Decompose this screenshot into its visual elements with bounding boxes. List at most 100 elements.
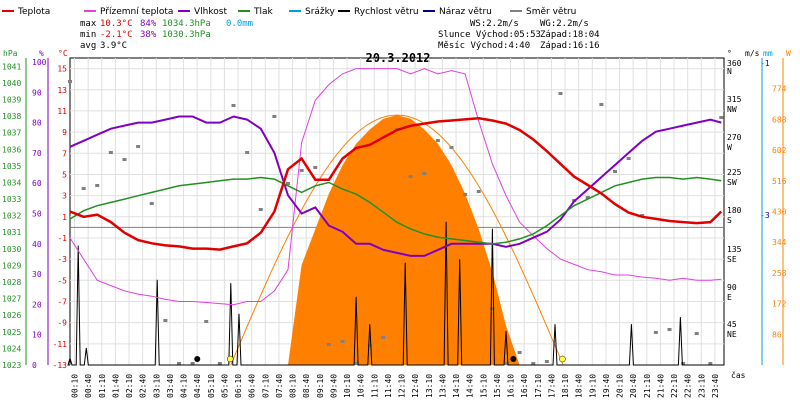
press-tick-label: 1026 (2, 311, 21, 320)
hum-tick-label: 20 (32, 300, 42, 309)
x-tick-label: 04:10 (180, 374, 189, 398)
stat-min-press: 1030.3hPa (162, 30, 211, 40)
temp-tick-label: -5 (57, 276, 67, 285)
x-tick-label: 08:10 (289, 374, 298, 398)
legend-label-srazky: Srážky (305, 7, 336, 17)
x-tick-label: 22:40 (684, 374, 693, 398)
temp-tick-label: 13 (57, 86, 67, 95)
dir-tick-label: N (727, 67, 732, 76)
x-tick-label: 13:10 (425, 374, 434, 398)
dir-tick-label: 180 (727, 206, 742, 215)
x-tick-label: 18:10 (561, 374, 570, 398)
x-tick-label: 06:40 (248, 374, 257, 398)
stat-max-hum: 84% (140, 19, 157, 29)
x-tick-label: 14:10 (452, 374, 461, 398)
press-tick-label: 1034 (2, 178, 21, 187)
x-tick-label: 07:10 (261, 374, 270, 398)
wind-direction-point (719, 116, 723, 119)
x-tick-label: 12:10 (398, 374, 407, 398)
dir-tick-label: 135 (727, 245, 742, 254)
moonrise-marker (194, 356, 200, 362)
dir-tick-label: 90 (727, 283, 737, 292)
wind-direction-point (245, 151, 249, 154)
temp-tick-label: -13 (53, 361, 68, 370)
x-tick-label: 10:10 (343, 374, 352, 398)
stat-avg-label: avg (80, 41, 96, 51)
stat-slunce: Slunce Východ:05:53 (438, 30, 541, 40)
temp-tick-label: -7 (57, 297, 67, 306)
x-tick-label: 20:10 (616, 374, 625, 398)
axis-unit-ms: m/s (745, 49, 760, 58)
hum-tick-label: 30 (32, 270, 42, 279)
x-tick-label: 05:10 (207, 374, 216, 398)
stat-max-press: 1034.3hPa (162, 19, 211, 29)
legend-label-smer: Směr větru (526, 7, 576, 17)
wind-direction-point (409, 175, 413, 178)
hum-tick-label: 80 (32, 119, 42, 128)
x-tick-label: 11:10 (370, 374, 379, 398)
wind-direction-point (109, 151, 113, 154)
wind-direction-point (68, 80, 72, 83)
wind-direction-point (450, 146, 454, 149)
x-tick-label: 06:10 (234, 374, 243, 398)
press-tick-label: 1039 (2, 95, 21, 104)
legend-label-teplota: Teplota (17, 7, 50, 17)
press-tick-label: 1035 (2, 162, 21, 171)
dir-tick-label: NW (727, 105, 737, 114)
press-tick-label: 1029 (2, 261, 21, 270)
wind-direction-point (327, 343, 331, 346)
x-tick-label: 23:40 (711, 374, 720, 398)
x-tick-label: 10:40 (357, 374, 366, 398)
moonset-marker (510, 356, 516, 362)
temp-tick-label: 15 (57, 65, 67, 74)
press-tick-label: 1040 (2, 79, 21, 88)
x-tick-label: 03:10 (152, 374, 161, 398)
x-tick-label: 16:40 (520, 374, 529, 398)
x-tick-label: 14:40 (466, 374, 475, 398)
dir-tick-label: 315 (727, 95, 742, 104)
wind-direction-point (668, 328, 672, 331)
wind-direction-point (163, 319, 167, 322)
wind-direction-point (300, 169, 304, 172)
dir-tick-label: 225 (727, 168, 742, 177)
wind-direction-point (232, 104, 236, 107)
x-tick-label: 16:10 (507, 374, 516, 398)
x-tick-label: 15:10 (479, 374, 488, 398)
press-tick-label: 1037 (2, 129, 21, 138)
x-tick-label: 12:40 (411, 374, 420, 398)
x-tick-label: 09:10 (316, 374, 325, 398)
w-tick-label: 258 (772, 269, 787, 278)
wind-direction-point (518, 351, 522, 354)
press-tick-label: 1036 (2, 145, 21, 154)
w-tick-label: 602 (772, 146, 787, 155)
temp-tick-label: 11 (57, 107, 67, 116)
axis-unit-pct: % (39, 49, 44, 58)
dir-tick-label: SE (727, 255, 737, 264)
dir-tick-label: SW (727, 178, 737, 187)
x-tick-label: 23:10 (697, 374, 706, 398)
x-tick-label: 21:10 (643, 374, 652, 398)
sunset-marker (559, 356, 565, 362)
temp-tick-label: 7 (62, 149, 67, 158)
wind-direction-point (123, 158, 127, 161)
x-tick-label: 01:10 (98, 374, 107, 398)
press-tick-label: 1038 (2, 112, 21, 121)
x-tick-label: 07:40 (275, 374, 284, 398)
hum-tick-label: 90 (32, 88, 42, 97)
wind-direction-point (136, 145, 140, 148)
stat-min-hum: 38% (140, 30, 157, 40)
x-tick-label: 13:40 (438, 374, 447, 398)
stat-ws: WS:2.2m/s (470, 19, 519, 29)
hum-tick-label: 60 (32, 179, 42, 188)
x-tick-label: 04:40 (193, 374, 202, 398)
temp-tick-label: -9 (57, 319, 67, 328)
temp-tick-label: 9 (62, 128, 67, 137)
wind-direction-point (559, 92, 563, 95)
wind-direction-point (599, 103, 603, 106)
temp-tick-label: 1 (62, 213, 67, 222)
stat-max-rain: 0.0mm (226, 19, 253, 29)
wind-direction-point (313, 166, 317, 169)
stat-max-label: max (80, 19, 97, 29)
